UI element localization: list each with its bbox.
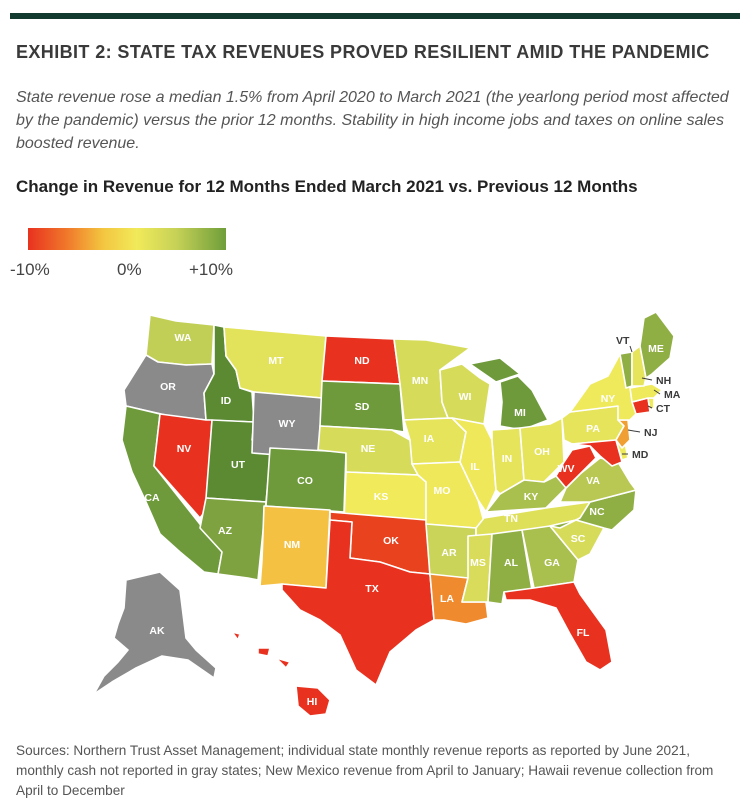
state-nh bbox=[631, 345, 647, 387]
state-label-ok: OK bbox=[383, 535, 399, 547]
state-label-al: AL bbox=[504, 557, 519, 569]
state-label-ut: UT bbox=[231, 459, 246, 471]
state-label-pa: PA bbox=[586, 423, 600, 435]
state-label-sd: SD bbox=[355, 401, 370, 413]
sources-note: Sources: Northern Trust Asset Management… bbox=[16, 743, 714, 798]
state-label-ca: CA bbox=[144, 492, 160, 504]
state-label-hi: HI bbox=[307, 696, 318, 708]
state-wv bbox=[555, 445, 597, 489]
callout-vt: VT bbox=[616, 335, 630, 347]
state-label-mt: MT bbox=[268, 355, 284, 367]
state-label-ia: IA bbox=[424, 433, 435, 445]
state-label-mo: MO bbox=[434, 485, 451, 497]
state-label-tx: TX bbox=[365, 583, 378, 595]
state-label-ne: NE bbox=[361, 443, 376, 455]
state-label-wv: WV bbox=[558, 463, 575, 475]
state-me bbox=[639, 311, 675, 379]
state-ga bbox=[521, 525, 579, 589]
state-va bbox=[559, 457, 637, 503]
state-sd bbox=[319, 380, 405, 433]
state-label-ny: NY bbox=[601, 393, 616, 405]
state-ak bbox=[93, 571, 217, 695]
state-label-wa: WA bbox=[175, 332, 192, 344]
state-nc bbox=[549, 489, 637, 531]
state-label-ga: GA bbox=[544, 557, 560, 569]
state-fl bbox=[503, 581, 613, 671]
state-label-wi: WI bbox=[459, 391, 472, 403]
top-rule bbox=[10, 13, 740, 19]
state-hi bbox=[231, 631, 331, 717]
state-label-mn: MN bbox=[412, 375, 428, 387]
state-label-me: ME bbox=[648, 343, 664, 355]
exhibit-title: EXHIBIT 2: STATE TAX REVENUES PROVED RES… bbox=[16, 42, 710, 62]
legend-color-scale bbox=[28, 228, 226, 250]
state-mi bbox=[469, 357, 549, 431]
state-ma bbox=[629, 383, 663, 403]
state-ia bbox=[403, 417, 467, 465]
state-tx bbox=[281, 519, 435, 686]
state-label-nc: NC bbox=[589, 506, 605, 518]
state-label-tn: TN bbox=[504, 513, 518, 525]
legend-mid-label: 0% bbox=[117, 260, 142, 279]
state-label-ky: KY bbox=[524, 491, 539, 503]
state-label-fl: FL bbox=[577, 627, 590, 639]
state-ky bbox=[485, 473, 567, 513]
callout-ct: CT bbox=[656, 403, 671, 415]
state-label-wy: WY bbox=[279, 418, 296, 430]
state-label-oh: OH bbox=[534, 446, 550, 458]
state-label-la: LA bbox=[440, 593, 454, 605]
state-ms bbox=[461, 533, 493, 603]
state-label-ak: AK bbox=[149, 625, 165, 637]
state-ri bbox=[647, 397, 655, 411]
us-state-map: WA OR CA ID NV UT AZ MT WY CO NM ND SD NE KS OK TX MN IA MO… bbox=[93, 311, 681, 717]
map-title: Change in Revenue for 12 Months Ended Ma… bbox=[16, 177, 638, 196]
state-label-il: IL bbox=[470, 461, 480, 473]
state-label-mi: MI bbox=[514, 407, 526, 419]
subtitle: State revenue rose a median 1.5% from Ap… bbox=[16, 89, 729, 152]
state-label-in: IN bbox=[502, 453, 513, 465]
callout-lines bbox=[622, 345, 661, 455]
state-label-co: CO bbox=[297, 475, 313, 487]
state-label-id: ID bbox=[221, 395, 232, 407]
state-label-nd: ND bbox=[354, 355, 370, 367]
callout-md: MD bbox=[632, 449, 649, 461]
state-label-ar: AR bbox=[441, 547, 457, 559]
callout-nh: NH bbox=[656, 375, 671, 387]
state-label-sc: SC bbox=[571, 533, 586, 545]
legend-max-label: +10% bbox=[189, 260, 233, 279]
state-label-ks: KS bbox=[374, 491, 389, 503]
state-label-nv: NV bbox=[177, 443, 192, 455]
state-label-va: VA bbox=[586, 475, 600, 487]
state-label-or: OR bbox=[160, 381, 176, 393]
callout-ma: MA bbox=[664, 389, 681, 401]
state-label-nm: NM bbox=[284, 539, 301, 551]
legend-min-label: -10% bbox=[10, 260, 50, 279]
state-label-ms: MS bbox=[470, 557, 486, 569]
state-label-az: AZ bbox=[218, 525, 233, 537]
callout-nj: NJ bbox=[644, 427, 658, 439]
